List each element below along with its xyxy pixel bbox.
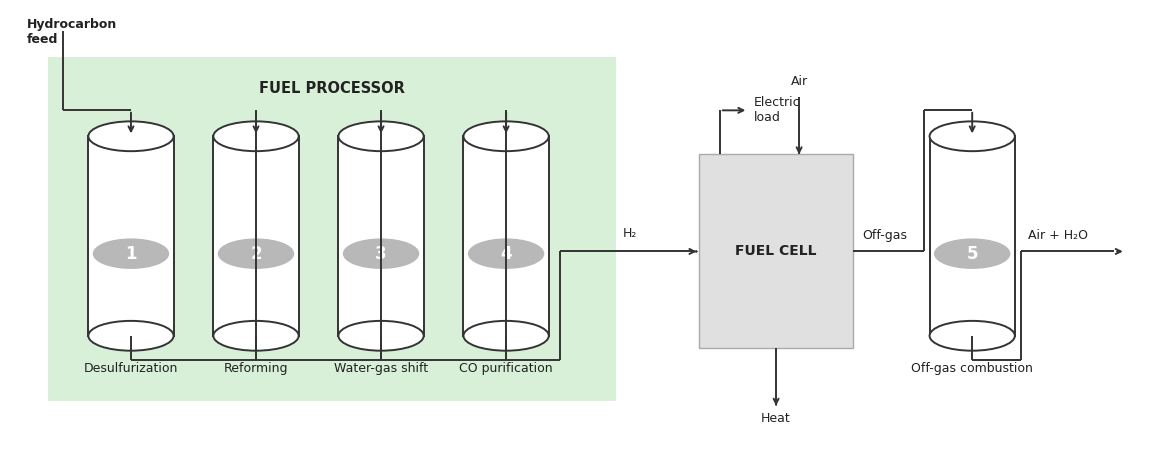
Ellipse shape [929,321,1015,351]
Ellipse shape [213,321,298,351]
Circle shape [218,239,293,268]
Text: Air: Air [791,75,807,88]
Circle shape [935,239,1009,268]
Ellipse shape [339,122,423,151]
Ellipse shape [88,122,174,151]
Circle shape [94,239,168,268]
Ellipse shape [464,321,549,351]
Text: 5: 5 [966,245,978,263]
Text: H₂: H₂ [623,227,637,240]
Ellipse shape [464,122,549,151]
Ellipse shape [88,321,174,351]
Ellipse shape [213,122,298,151]
Bar [88,136,174,336]
Bar [699,154,853,348]
Bar [929,136,1015,336]
Bar [339,136,423,336]
Text: FUEL CELL: FUEL CELL [735,244,817,258]
Circle shape [469,239,544,268]
Text: 3: 3 [375,245,387,263]
Text: CO purification: CO purification [459,362,553,375]
Bar [464,136,549,336]
Circle shape [343,239,419,268]
Text: Reforming: Reforming [224,362,289,375]
Text: 4: 4 [500,245,512,263]
Text: Desulfurization: Desulfurization [84,362,179,375]
Text: 1: 1 [125,245,137,263]
Text: FUEL PROCESSOR: FUEL PROCESSOR [259,81,405,96]
Text: Air + H₂O: Air + H₂O [1029,229,1088,242]
Bar [213,136,298,336]
Text: Electric
load: Electric load [754,96,800,124]
Bar [48,58,616,401]
Ellipse shape [929,122,1015,151]
Text: Heat: Heat [761,412,791,425]
Ellipse shape [339,321,423,351]
Text: Off-gas: Off-gas [862,229,907,242]
Text: Off-gas combustion: Off-gas combustion [912,362,1034,375]
Text: Water-gas shift: Water-gas shift [334,362,428,375]
Text: 2: 2 [251,245,262,263]
Text: Hydrocarbon
feed: Hydrocarbon feed [27,18,117,46]
